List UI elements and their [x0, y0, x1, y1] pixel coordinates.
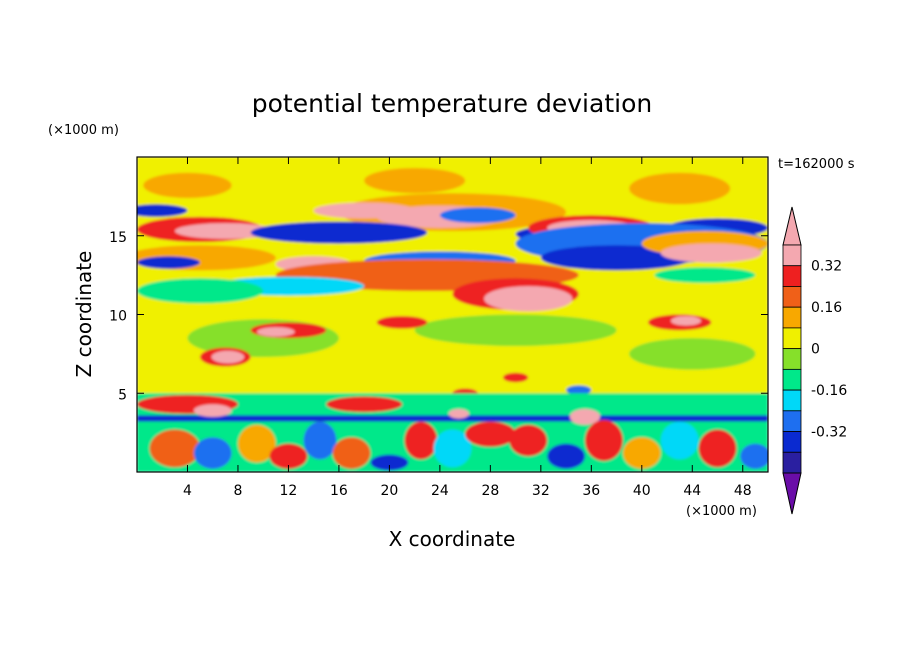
- contour-region: [376, 316, 428, 329]
- colorbar: 0.32 0.16 0 -0.16 -0.32: [782, 206, 847, 515]
- contour-region: [670, 316, 702, 326]
- x-axis-label: X coordinate: [389, 527, 516, 551]
- contour-region: [237, 424, 276, 463]
- contour-field: [137, 157, 768, 472]
- contour-region: [137, 256, 201, 269]
- contour-region: [269, 443, 308, 469]
- x-tick-label: 16: [330, 483, 348, 499]
- colorbar-box: [782, 368, 802, 391]
- x-tick-label: 12: [280, 483, 298, 499]
- x-tick-label: 4: [183, 483, 192, 499]
- x-tick-label: 8: [233, 483, 242, 499]
- contour-region: [326, 396, 403, 413]
- colorbar-extend-high: [782, 206, 802, 246]
- colorbar-box: [782, 451, 802, 474]
- x-unit-label: (×1000 m): [686, 504, 757, 519]
- contour-region: [149, 429, 201, 468]
- colorbar-box: [782, 327, 802, 350]
- colorbar-box: [782, 389, 802, 412]
- colorbar-box: [782, 306, 802, 329]
- chart-title: potential temperature deviation: [252, 89, 652, 118]
- colorbar-tick-label: 0.32: [811, 259, 842, 275]
- contour-region: [313, 202, 415, 219]
- contour-region: [364, 168, 466, 194]
- colorbar-box: [782, 431, 802, 453]
- x-tick-label: 32: [532, 483, 550, 499]
- contour-region: [585, 420, 623, 461]
- y-axis: 5 10 15: [109, 230, 768, 403]
- contour-region: [193, 404, 232, 417]
- contour-region: [137, 204, 188, 217]
- y-tick-label: 10: [109, 309, 127, 325]
- contour-region: [629, 338, 756, 370]
- contour-region: [660, 243, 762, 263]
- time-label: t=162000 s: [778, 157, 855, 172]
- y-unit-label: (×1000 m): [48, 123, 119, 138]
- contour-region: [509, 424, 548, 457]
- colorbar-tick-label: 0.16: [811, 300, 842, 316]
- colorbar-box: [782, 348, 802, 370]
- contour-region: [502, 372, 529, 383]
- x-tick-label: 36: [582, 483, 600, 499]
- contour-band: [137, 415, 768, 422]
- colorbar-box: [782, 244, 802, 267]
- contour-region: [566, 385, 592, 395]
- contour-region: [465, 421, 516, 447]
- contour-region: [404, 421, 438, 460]
- contour-region: [370, 454, 409, 471]
- x-tick-label: 40: [633, 483, 651, 499]
- x-tick-label: 24: [431, 483, 449, 499]
- contour-region: [654, 267, 756, 283]
- colorbar-box: [782, 286, 802, 308]
- contour-region: [569, 409, 601, 425]
- x-tick-label: 20: [380, 483, 398, 499]
- x-tick-label: 44: [683, 483, 701, 499]
- y-tick-label: 5: [118, 387, 127, 403]
- contour-region: [629, 172, 731, 205]
- contour-region: [540, 245, 693, 271]
- contour-region: [256, 327, 295, 337]
- contour-region: [448, 409, 469, 419]
- contour-region: [193, 437, 232, 469]
- colorbar-tick-label: -0.32: [811, 425, 847, 441]
- contour-region: [143, 172, 232, 198]
- contour-region: [174, 223, 276, 239]
- x-tick-label: 28: [481, 483, 499, 499]
- contour-region: [137, 278, 264, 304]
- contour-region: [433, 429, 472, 468]
- contour-region: [414, 314, 617, 346]
- contour-region: [211, 350, 245, 364]
- contour-region: [740, 443, 768, 469]
- contour-region: [484, 286, 573, 312]
- contour-region: [698, 429, 737, 468]
- colorbar-tick-label: 0: [811, 342, 820, 358]
- x-tick-label: 48: [734, 483, 752, 499]
- contour-region: [303, 421, 337, 460]
- colorbar-box: [782, 265, 802, 287]
- x-axis: 4 8 12 16 20 24 28 32 36 40 44 48: [183, 157, 752, 499]
- contour-region: [439, 207, 516, 224]
- contour-region: [547, 443, 586, 469]
- y-tick-label: 15: [109, 230, 127, 246]
- y-axis-label: Z coordinate: [72, 251, 96, 378]
- contour-region: [622, 437, 661, 469]
- colorbar-tick-label: -0.16: [811, 383, 847, 399]
- contour-region: [332, 437, 371, 469]
- colorbar-box: [782, 410, 802, 432]
- colorbar-extend-low: [782, 472, 802, 515]
- contour-region: [660, 421, 699, 460]
- contour-region: [250, 221, 428, 244]
